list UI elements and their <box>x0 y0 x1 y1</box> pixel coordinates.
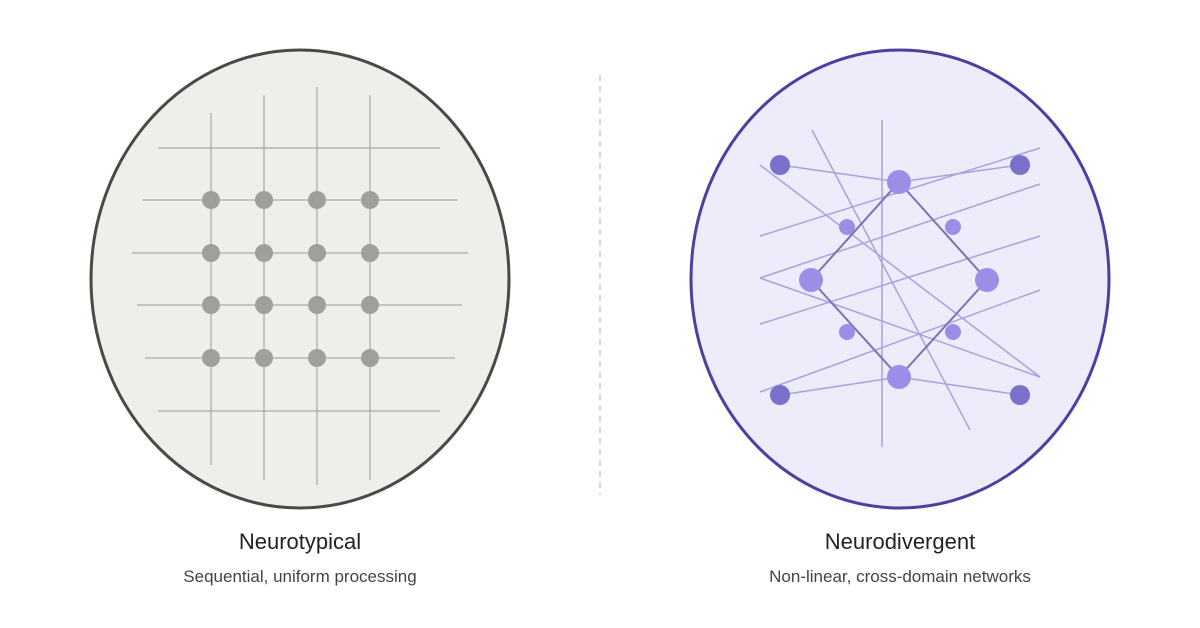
neurotypical-figure <box>89 48 511 510</box>
left-subtitle: Sequential, uniform processing <box>183 567 416 586</box>
right-subtitle: Non-linear, cross-domain networks <box>769 567 1031 586</box>
left-title: Neurotypical <box>239 529 361 554</box>
right-title: Neurodivergent <box>825 529 975 554</box>
neurodivergent-figure <box>689 48 1111 510</box>
